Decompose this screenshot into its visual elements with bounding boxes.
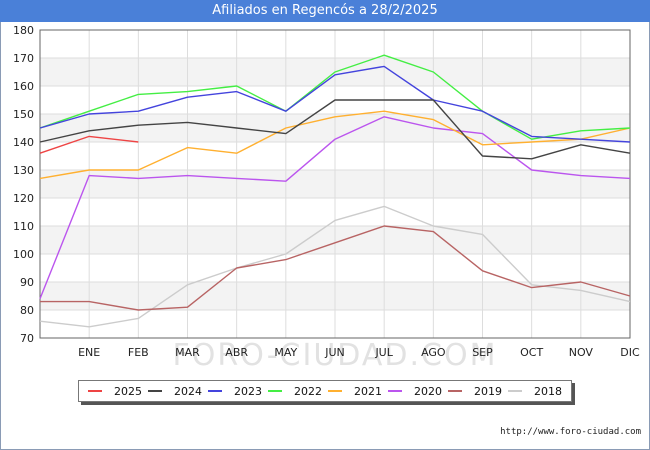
legend-swatch <box>328 390 342 392</box>
legend-item-2018: 2018 <box>508 385 562 398</box>
legend-label: 2021 <box>354 384 382 398</box>
y-tick-label: 140 <box>13 136 34 149</box>
x-tick-label: SEP <box>472 346 493 359</box>
legend-swatch <box>388 390 402 392</box>
y-tick-label: 80 <box>20 304 34 317</box>
legend-item-2022: 2022 <box>268 385 322 398</box>
y-tick-label: 170 <box>13 52 34 65</box>
legend-label: 2022 <box>294 384 322 398</box>
legend-label: 2018 <box>534 384 562 398</box>
x-tick-label: ENE <box>78 346 100 359</box>
legend-swatch <box>148 390 162 392</box>
y-tick-label: 130 <box>13 164 34 177</box>
y-tick-label: 70 <box>20 332 34 345</box>
watermark: FORO-CIUDAD.COM <box>173 338 498 373</box>
legend-item-2020: 2020 <box>388 385 442 398</box>
y-tick-label: 120 <box>13 192 34 205</box>
chart-title: Afiliados en Regencós a 28/2/2025 <box>212 3 438 18</box>
legend-swatch <box>508 390 522 392</box>
x-tick-label: FEB <box>128 346 149 359</box>
legend-swatch <box>448 390 462 392</box>
series-line-2023 <box>39 65 631 143</box>
legend-label: 2025 <box>114 384 142 398</box>
legend-label: 2020 <box>414 384 442 398</box>
series-line-2022 <box>39 54 631 140</box>
legend-swatch <box>88 390 102 392</box>
series-line-2021 <box>39 110 631 180</box>
legend-label: 2019 <box>474 384 502 398</box>
y-tick-label: 160 <box>13 80 34 93</box>
legend-item-2021: 2021 <box>328 385 382 398</box>
x-tick-label: AGO <box>421 346 446 359</box>
legend-item-2019: 2019 <box>448 385 502 398</box>
x-tick-label: MAY <box>274 346 297 359</box>
x-tick-label: JUL <box>374 346 393 359</box>
y-tick-label: 150 <box>13 108 34 121</box>
x-tick-label: OCT <box>520 346 543 359</box>
title-bar: Afiliados en Regencós a 28/2/2025 <box>0 0 650 22</box>
source-link[interactable]: http://www.foro-ciudad.com <box>500 427 641 437</box>
legend-item-2024: 2024 <box>148 385 202 398</box>
y-tick-label: 100 <box>13 248 34 261</box>
series-line-2020 <box>39 116 631 300</box>
legend-label: 2024 <box>174 384 202 398</box>
y-tick-label: 180 <box>13 24 34 37</box>
x-tick-label: JUN <box>324 346 345 359</box>
x-tick-label: MAR <box>175 346 200 359</box>
legend-swatch <box>268 390 282 392</box>
x-tick-label: DIC <box>620 346 640 359</box>
series-line-2024 <box>39 99 631 160</box>
y-tick-label: 110 <box>13 220 34 233</box>
series-line-2019 <box>40 225 631 311</box>
legend-swatch <box>208 390 222 392</box>
legend: 2025 2024 2023 2022 2021 2020 2019 2018 <box>78 380 572 402</box>
x-tick-label: ABR <box>225 346 248 359</box>
y-tick-label: 90 <box>20 276 34 289</box>
x-tick-label: NOV <box>569 346 594 359</box>
legend-label: 2023 <box>234 384 262 398</box>
legend-item-2025: 2025 <box>88 385 142 398</box>
legend-item-2023: 2023 <box>208 385 262 398</box>
series-line-2018 <box>39 205 631 328</box>
series-line-2025 <box>39 135 139 154</box>
